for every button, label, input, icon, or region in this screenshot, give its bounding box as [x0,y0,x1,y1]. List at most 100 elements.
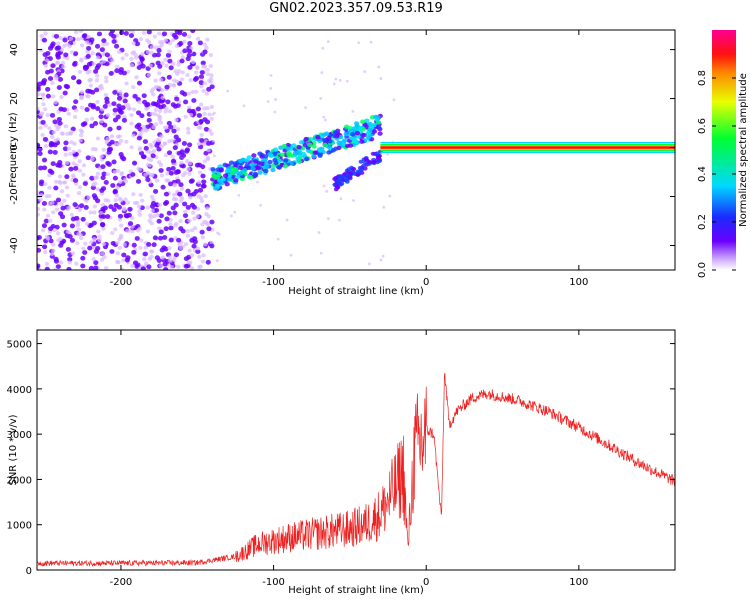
streak-dot [283,158,289,163]
noise-dot [58,260,64,265]
noise-dot [179,149,185,155]
noise-dot [115,251,120,256]
noise-dot [138,245,143,250]
streak-dot [281,143,287,149]
noise-dot [189,253,195,258]
noise-dot [206,226,212,232]
noise-dot [131,50,136,55]
noise-dot [55,264,61,270]
streak-dot [276,164,282,170]
sparse-dot [368,262,371,266]
streak-dot [354,130,361,136]
noise-dot [164,84,170,90]
streak-dot [365,135,372,140]
noise-dot [136,65,142,70]
noise-dot [87,78,92,83]
noise-dot [88,240,94,245]
noise-dot [43,218,49,224]
sparse-dot [242,104,246,108]
noise-dot [175,127,181,132]
noise-dot [91,62,96,67]
spectrogram-xlabel: Height of straight line (km) [288,286,424,297]
streak-dot [363,157,369,162]
noise-dot [171,128,177,134]
noise-dot [149,173,154,178]
noise-dot [157,235,164,241]
sparse-dot [352,199,355,202]
noise-dot [167,258,173,263]
streak-dot [214,183,221,188]
snr-series-line [37,372,675,567]
noise-dot [123,197,128,202]
noise-dot [57,174,63,179]
noise-dot [122,98,128,104]
noise-dot [125,228,130,233]
noise-dot [55,162,61,168]
streak-dot [251,153,257,158]
y-tick-label: -40 [9,237,20,253]
streak-dot [336,179,341,184]
noise-dot [151,92,156,97]
noise-dot [98,213,104,219]
noise-dot [118,223,124,228]
noise-dot [125,255,131,261]
noise-dot [41,78,48,83]
noise-dot [115,240,120,245]
noise-dot [202,159,208,164]
noise-dot [186,167,191,172]
noise-dot [127,206,133,212]
noise-dot [105,214,111,219]
noise-dot [190,210,196,215]
spectrogram-frame [36,29,676,271]
streak-dot [263,162,270,167]
streak-dot [362,160,368,165]
noise-dot [170,166,176,171]
noise-dot [173,202,179,208]
noise-dot [174,44,180,49]
streak-dot [253,159,259,164]
streak-dot [367,159,372,164]
streak-dot [246,155,252,160]
noise-dot [100,206,106,212]
noise-dot [37,263,41,269]
noise-dot [171,61,176,66]
noise-dot [69,50,75,55]
noise-dot [101,147,107,152]
noise-dot [140,63,146,69]
noise-dot [63,52,69,58]
noise-dot [140,128,146,133]
noise-dot [151,242,157,248]
noise-dot [159,134,164,139]
streak-dot [343,178,349,183]
noise-dot [45,86,51,92]
noise-dot [202,111,207,116]
noise-dot [181,141,188,146]
noise-dot [175,178,181,184]
noise-dot [73,166,79,171]
streak-dot [355,134,361,139]
noise-dot [64,174,70,180]
streak-dot [224,182,230,187]
noise-dot [92,204,97,209]
streak-dot [322,138,328,144]
sparse-dot [334,77,338,81]
noise-dot [176,237,182,243]
noise-dot [95,246,101,251]
noise-dot [92,210,97,215]
noise-dot [157,64,163,69]
streak-dot [324,131,330,136]
sparse-dot [256,180,259,184]
noise-dot [180,173,186,178]
noise-dot [197,170,203,175]
streak-dot [370,151,376,156]
noise-dot [70,251,76,256]
noise-dot [128,33,135,38]
noise-dot [85,54,91,59]
noise-dot [47,45,54,51]
noise-dot [79,105,85,110]
noise-dot [78,133,84,138]
noise-dot [130,263,135,268]
snr-marks [37,372,675,567]
noise-dot [205,156,211,161]
noise-dot [174,79,180,84]
